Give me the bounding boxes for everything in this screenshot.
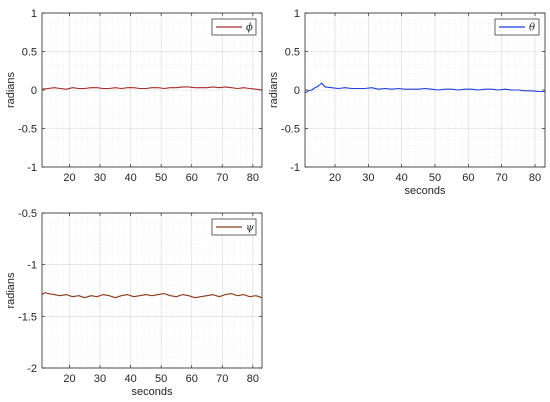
plot-frame bbox=[41, 212, 263, 369]
plot-frame bbox=[41, 12, 263, 168]
x-tick-label: 20 bbox=[63, 373, 75, 385]
x-tick-label: 70 bbox=[496, 172, 508, 184]
y-tick-label: 0.5 bbox=[285, 47, 300, 59]
series-line-1 bbox=[41, 292, 263, 299]
x-tick-label: 40 bbox=[124, 172, 136, 184]
y-tick-label: 0.5 bbox=[22, 47, 37, 59]
legend: θ bbox=[494, 18, 540, 36]
plot-frame bbox=[304, 12, 546, 168]
y-tick-label: 0 bbox=[31, 85, 37, 97]
x-tick-label: 80 bbox=[247, 172, 259, 184]
y-tick-label: 1 bbox=[294, 8, 300, 20]
y-axis-label: radians bbox=[5, 272, 17, 309]
y-tick-label: 1 bbox=[31, 8, 37, 20]
x-tick-label: 50 bbox=[155, 373, 167, 385]
legend-entry: θ bbox=[529, 23, 535, 34]
x-tick-label: 80 bbox=[247, 373, 259, 385]
x-tick-label: 60 bbox=[186, 373, 198, 385]
x-tick-label: 60 bbox=[186, 172, 198, 184]
x-axis-label: seconds bbox=[132, 386, 173, 398]
legend: ϕ bbox=[211, 18, 257, 36]
x-tick-label: 40 bbox=[124, 373, 136, 385]
x-tick-label: 40 bbox=[396, 172, 408, 184]
y-tick-label: -1 bbox=[27, 162, 37, 174]
x-tick-label: 80 bbox=[529, 172, 541, 184]
y-tick-label: -2 bbox=[27, 363, 37, 375]
chart-panel-1: 20 30 40 50 60 70 80 1 0.5 0 -0.5 -1 radians ϕ bbox=[5, 8, 263, 184]
y-tick-label: -0.5 bbox=[18, 208, 37, 220]
legend-entry: ψ bbox=[246, 223, 254, 234]
x-axis-label: seconds bbox=[405, 185, 446, 197]
y-tick-label: -1 bbox=[290, 162, 300, 174]
y-tick-label: -0.5 bbox=[281, 124, 300, 136]
series-line-1 bbox=[41, 86, 263, 91]
x-tick-label: 30 bbox=[94, 172, 106, 184]
legend-entry: ϕ bbox=[246, 23, 253, 34]
legend: ψ bbox=[211, 218, 257, 236]
y-tick-label: 0 bbox=[294, 85, 300, 97]
y-tick-label: -0.5 bbox=[18, 124, 37, 136]
chart-panel-3: 20 30 40 50 60 70 80 -0.5 -1 -1.5 -2 radians seconds… bbox=[5, 208, 263, 398]
x-tick-label: 20 bbox=[329, 172, 341, 184]
x-tick-label: 50 bbox=[429, 172, 441, 184]
chart-panel-2: 20 30 40 50 60 70 80 1 0.5 0 -0.5 -1 radians seconds θ bbox=[268, 8, 546, 197]
y-axis-label: radians bbox=[268, 71, 280, 108]
x-tick-label: 30 bbox=[362, 172, 374, 184]
x-tick-label: 20 bbox=[63, 172, 75, 184]
y-tick-label: -1 bbox=[27, 260, 37, 272]
y-tick-label: -1.5 bbox=[18, 311, 37, 323]
x-tick-label: 50 bbox=[155, 172, 167, 184]
x-tick-label: 60 bbox=[462, 172, 474, 184]
y-axis-label: radians bbox=[5, 71, 17, 108]
x-tick-label: 70 bbox=[216, 373, 228, 385]
x-tick-label: 70 bbox=[216, 172, 228, 184]
series-line-1 bbox=[304, 82, 545, 94]
plot-area bbox=[42, 213, 262, 368]
x-tick-label: 30 bbox=[94, 373, 106, 385]
